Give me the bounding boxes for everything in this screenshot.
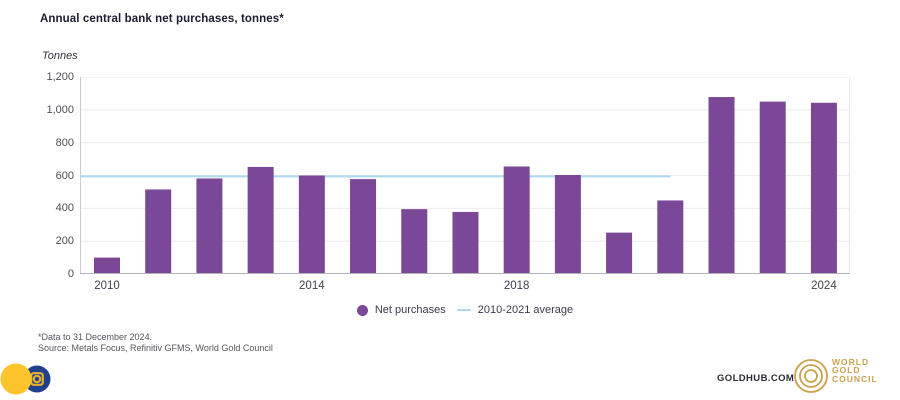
bar-2020 xyxy=(606,232,633,274)
bar-2024 xyxy=(810,102,837,274)
footnote-line1: *Data to 31 December 2024. xyxy=(38,332,153,342)
bar-2010 xyxy=(94,257,120,274)
bar-2022 xyxy=(708,97,735,274)
x-axis-tick-labels: 2010 2014 2018 2024 xyxy=(80,280,850,296)
y-tick-600: 600 xyxy=(55,169,74,182)
wgc-word-gold: GOLD xyxy=(832,365,861,376)
x-tick-2024: 2024 xyxy=(811,280,837,292)
net-purchases-marker-icon xyxy=(356,304,368,316)
bar-2023 xyxy=(759,101,786,274)
world-gold-council-logo-icon[interactable] xyxy=(792,357,830,395)
wgc-word-council: COUNCIL xyxy=(832,373,878,384)
wgc-word-world: WORLD xyxy=(832,357,870,367)
bar-2018 xyxy=(503,166,530,274)
x-tick-2014: 2014 xyxy=(299,280,325,292)
y-tick-0: 0 xyxy=(67,268,74,280)
bar-2011 xyxy=(145,189,172,274)
plot-area xyxy=(80,76,850,274)
bar-2015 xyxy=(350,179,377,274)
bar-2014 xyxy=(298,175,325,274)
chart-title: Annual central bank net purchases, tonne… xyxy=(40,13,284,25)
footnote-line2: Source: Metals Focus, Refinitiv GFMS, Wo… xyxy=(38,343,273,353)
bar-2021 xyxy=(657,200,684,274)
x-tick-2018: 2018 xyxy=(503,280,530,292)
bar-2013 xyxy=(247,166,274,274)
goldhub-wordmark[interactable]: GOLDHUB.COM xyxy=(717,373,795,384)
y-tick-400: 400 xyxy=(55,202,74,215)
bar-2017 xyxy=(452,211,479,274)
world-gold-council-wordmark[interactable]: WORLD GOLD COUNCIL xyxy=(832,358,878,383)
bar-2019 xyxy=(554,175,581,274)
legend-average-label: 2010-2021 average xyxy=(477,304,574,316)
y-tick-1,200: 1,200 xyxy=(46,71,74,83)
y-tick-200: 200 xyxy=(55,235,74,248)
bar-chart xyxy=(80,76,850,274)
bar-2012 xyxy=(196,178,223,274)
legend: Net purchases 2010-2021 average xyxy=(80,301,850,319)
y-tick-1,000: 1,000 xyxy=(46,103,74,116)
y-tick-800: 800 xyxy=(55,136,74,149)
bar-2016 xyxy=(401,209,428,274)
y-axis-title: Tonnes xyxy=(42,50,78,62)
y-axis-tick-labels: 0 200 400 600 800 1,000 1,200 xyxy=(28,72,74,280)
goldhub-app-icon[interactable] xyxy=(0,356,61,400)
average-line-marker-icon xyxy=(456,309,471,311)
legend-net-purchases-label: Net purchases xyxy=(374,304,446,316)
x-tick-2010: 2010 xyxy=(94,280,120,292)
footnote: *Data to 31 December 2024. Source: Metal… xyxy=(38,332,273,354)
